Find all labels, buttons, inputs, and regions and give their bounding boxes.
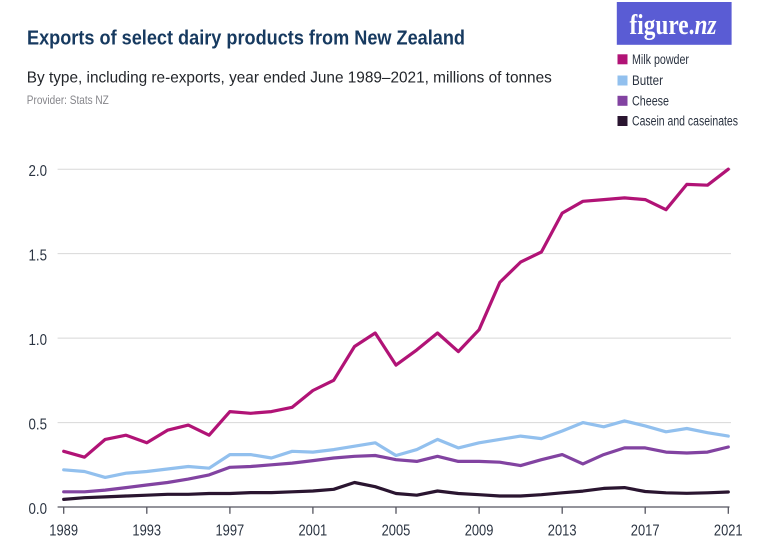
svg-text:Milk powder: Milk powder <box>632 52 689 67</box>
svg-text:2009: 2009 <box>465 523 494 540</box>
svg-text:2021: 2021 <box>714 523 743 540</box>
svg-text:2.0: 2.0 <box>29 163 48 180</box>
svg-text:0.5: 0.5 <box>29 417 48 434</box>
svg-text:Provider: Stats NZ: Provider: Stats NZ <box>27 93 109 107</box>
svg-text:2017: 2017 <box>631 523 660 540</box>
svg-text:2005: 2005 <box>382 523 411 540</box>
svg-text:1.0: 1.0 <box>29 332 48 349</box>
svg-text:Casein and caseinates: Casein and caseinates <box>632 114 738 129</box>
svg-text:1989: 1989 <box>49 523 78 540</box>
svg-text:Exports of select dairy produc: Exports of select dairy products from Ne… <box>27 28 465 50</box>
svg-text:2001: 2001 <box>299 523 328 540</box>
svg-text:1993: 1993 <box>132 523 161 540</box>
svg-text:Butter: Butter <box>632 73 663 88</box>
svg-text:1997: 1997 <box>216 523 245 540</box>
svg-text:figure.nz: figure.nz <box>630 10 717 41</box>
svg-text:2013: 2013 <box>548 523 577 540</box>
svg-text:0.0: 0.0 <box>29 501 48 518</box>
svg-text:Cheese: Cheese <box>632 93 669 108</box>
svg-text:By type, including re-exports,: By type, including re-exports, year ende… <box>27 70 552 87</box>
svg-text:1.5: 1.5 <box>29 248 48 265</box>
